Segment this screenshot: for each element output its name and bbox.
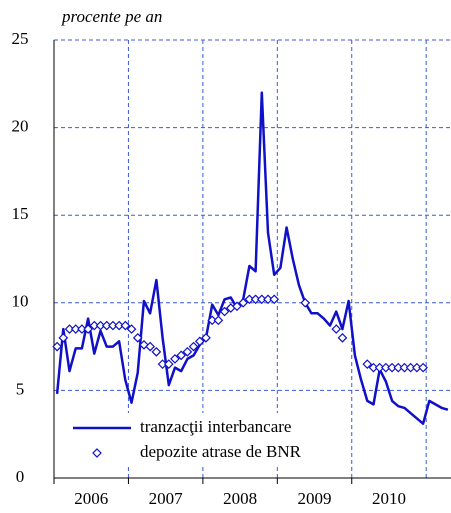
marker	[157, 359, 168, 369]
marker	[244, 294, 255, 305]
y-tick-label: 20	[12, 117, 29, 136]
x-tick-label: 2006	[74, 489, 108, 508]
marker	[95, 320, 106, 331]
marker	[405, 362, 416, 373]
marker	[300, 297, 311, 308]
marker	[194, 336, 205, 347]
x-tick-label: 2007	[149, 489, 184, 508]
marker	[387, 362, 397, 373]
marker	[219, 306, 230, 317]
marker	[418, 362, 428, 373]
marker	[170, 354, 180, 364]
marker	[337, 332, 348, 343]
marker	[238, 297, 249, 308]
marker	[52, 341, 62, 352]
legend-label: depozite atrase de BNR	[140, 442, 302, 461]
legend-label: tranzacţii interbancare	[140, 417, 291, 436]
marker	[114, 320, 124, 331]
marker	[381, 362, 391, 373]
marker	[126, 324, 137, 334]
marker	[263, 294, 273, 305]
marker	[393, 362, 404, 373]
y-tick-label: 5	[16, 379, 25, 398]
marker	[412, 362, 422, 373]
x-tick-label: 2009	[298, 489, 332, 508]
y-tick-label: 15	[12, 204, 29, 223]
marker	[331, 324, 342, 334]
marker	[250, 294, 261, 305]
chart-subtitle: procente pe an	[61, 7, 162, 26]
marker	[368, 362, 379, 373]
marker	[132, 332, 143, 343]
line	[55, 91, 449, 425]
marker	[232, 301, 242, 312]
x-tick-label: 2010	[372, 489, 406, 508]
marker	[201, 332, 211, 343]
marker	[256, 294, 267, 305]
legend-marker	[92, 448, 102, 458]
y-tick-label: 25	[12, 29, 29, 48]
marker	[163, 359, 174, 369]
marker	[77, 324, 87, 334]
marker	[151, 347, 162, 357]
y-tick-label: 0	[16, 467, 25, 486]
marker	[64, 324, 75, 334]
marker	[83, 324, 93, 334]
marker	[188, 341, 199, 352]
marker	[374, 362, 385, 373]
marker	[362, 359, 373, 369]
marker	[108, 320, 118, 331]
marker	[182, 347, 193, 357]
y-tick-label: 10	[12, 292, 29, 311]
marker	[269, 294, 280, 305]
marker	[58, 332, 69, 343]
marker	[176, 350, 187, 361]
marker	[89, 320, 100, 331]
marker	[399, 362, 410, 373]
marker	[213, 315, 224, 326]
marker	[101, 320, 112, 331]
legend-box	[62, 413, 342, 465]
marker	[70, 324, 81, 334]
marker	[207, 315, 218, 326]
x-tick-label: 2008	[223, 489, 257, 508]
marker	[145, 341, 155, 352]
marker	[120, 320, 131, 331]
